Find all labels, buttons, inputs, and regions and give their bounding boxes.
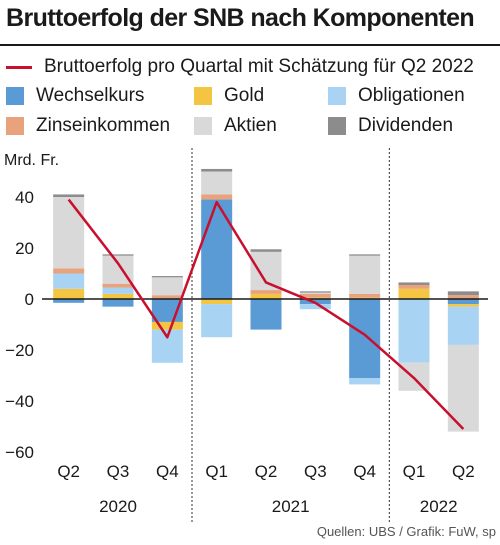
bar-segment-gold [151,321,183,330]
y-tick-label: −60 [5,443,34,462]
title-rule [0,44,500,46]
legend-label: Aktien [224,115,277,136]
bar-segment-zinseinkommen [349,293,381,298]
legend-item-aktien: Aktien [194,115,277,137]
x-tick-label: Q3 [107,462,130,481]
legend-swatch [6,87,24,105]
legend-item-obligationen: Obligationen [328,85,465,107]
bar-segment-wechselkurs [447,299,479,305]
bar-segment-dividenden [398,282,430,285]
bar-segment-aktien [299,292,331,294]
bar-segment-gold [53,288,85,299]
bar-segment-wechselkurs [201,199,233,299]
legend-line-label: Bruttoerfolg pro Quartal mit Schätzung f… [44,56,474,77]
bar-segment-zinseinkommen [151,295,183,299]
bar-segment-gold [201,299,233,305]
legend-swatch [6,117,24,135]
year-label: 2021 [272,497,310,516]
legend-swatch [328,87,346,105]
bar-segment-obligationen [299,304,331,310]
x-tick-label: Q2 [452,462,475,481]
x-tick-label: Q1 [403,462,426,481]
x-tick-label: Q4 [156,462,179,481]
y-tick-label: −40 [5,392,34,411]
legend-line-swatch [6,65,32,69]
bar-segment-wechselkurs [349,299,381,379]
bar-segment-obligationen [201,304,233,338]
bar-segment-dividenden [299,291,331,293]
chart-title: Bruttoerfolg der SNB nach Komponenten [6,4,475,32]
legend-item-zinseinkommen: Zinseinkommen [6,115,170,137]
bar-segment-gold [398,288,430,299]
bar-segment-aktien [53,197,85,269]
bar-segment-dividenden [201,168,233,172]
legend-swatch [194,87,212,105]
x-tick-label: Q2 [57,462,80,481]
bar-segment-wechselkurs [102,299,134,307]
legend-line-entry: Bruttoerfolg pro Quartal mit Schätzung f… [6,56,474,78]
bar-segment-gold [250,293,282,299]
legend-item-gold: Gold [194,85,264,107]
year-label: 2020 [99,497,137,516]
legend-label: Gold [224,85,265,106]
y-axis-unit: Mrd. Fr. [4,152,60,169]
bar-segment-dividenden [349,254,381,256]
y-tick-label: 40 [15,188,34,207]
legend-label: Obligationen [358,85,465,106]
legend-item-wechselkurs: Wechselkurs [6,85,144,107]
total-line [67,198,465,430]
bar-segment-aktien [349,255,381,294]
bar-segment-zinseinkommen [102,283,134,288]
bar-segment-obligationen [398,299,430,363]
bar-segment-dividenden [250,249,282,252]
x-tick-label: Q3 [304,462,327,481]
legend-label: Wechselkurs [36,85,145,106]
bar-segment-wechselkurs [250,299,282,330]
legend-item-dividenden: Dividenden [328,115,453,137]
bar-segment-zinseinkommen [53,268,85,274]
bar-segment-zinseinkommen [250,290,282,294]
x-tick-label: Q2 [255,462,278,481]
legend-swatch [194,117,212,135]
bar-segment-aktien [201,171,233,195]
bar-segment-zinseinkommen [398,284,430,289]
bar-segment-dividenden [151,276,183,278]
bar-segment-aktien [151,277,183,296]
bar-segment-gold [447,304,479,307]
bar-segment-zinseinkommen [201,194,233,200]
bar-segment-dividenden [53,194,85,197]
legend-swatch [328,117,346,135]
bar-segment-dividenden [102,254,134,256]
bar-segment-obligationen [349,378,381,385]
bar-segment-zinseinkommen [299,293,331,298]
bar-segment-obligationen [102,287,134,294]
x-tick-label: Q4 [353,462,376,481]
x-tick-label: Q1 [205,462,228,481]
y-tick-label: 20 [15,239,34,258]
bar-segment-wechselkurs [53,299,85,303]
bar-segment-zinseinkommen [447,295,479,299]
legend-label: Dividenden [358,115,454,136]
bar-segment-dividenden [447,291,479,296]
legend-label: Zinseinkommen [36,115,171,136]
bar-segment-aktien [250,251,282,291]
bar-segment-obligationen [53,273,85,289]
y-tick-label: 0 [25,290,34,309]
bar-segment-obligationen [447,306,479,345]
y-tick-label: −20 [5,341,34,360]
year-label: 2022 [420,497,458,516]
bar-segment-gold [102,293,134,299]
source-note: Quellen: UBS / Grafik: FuW, sp [316,524,496,539]
